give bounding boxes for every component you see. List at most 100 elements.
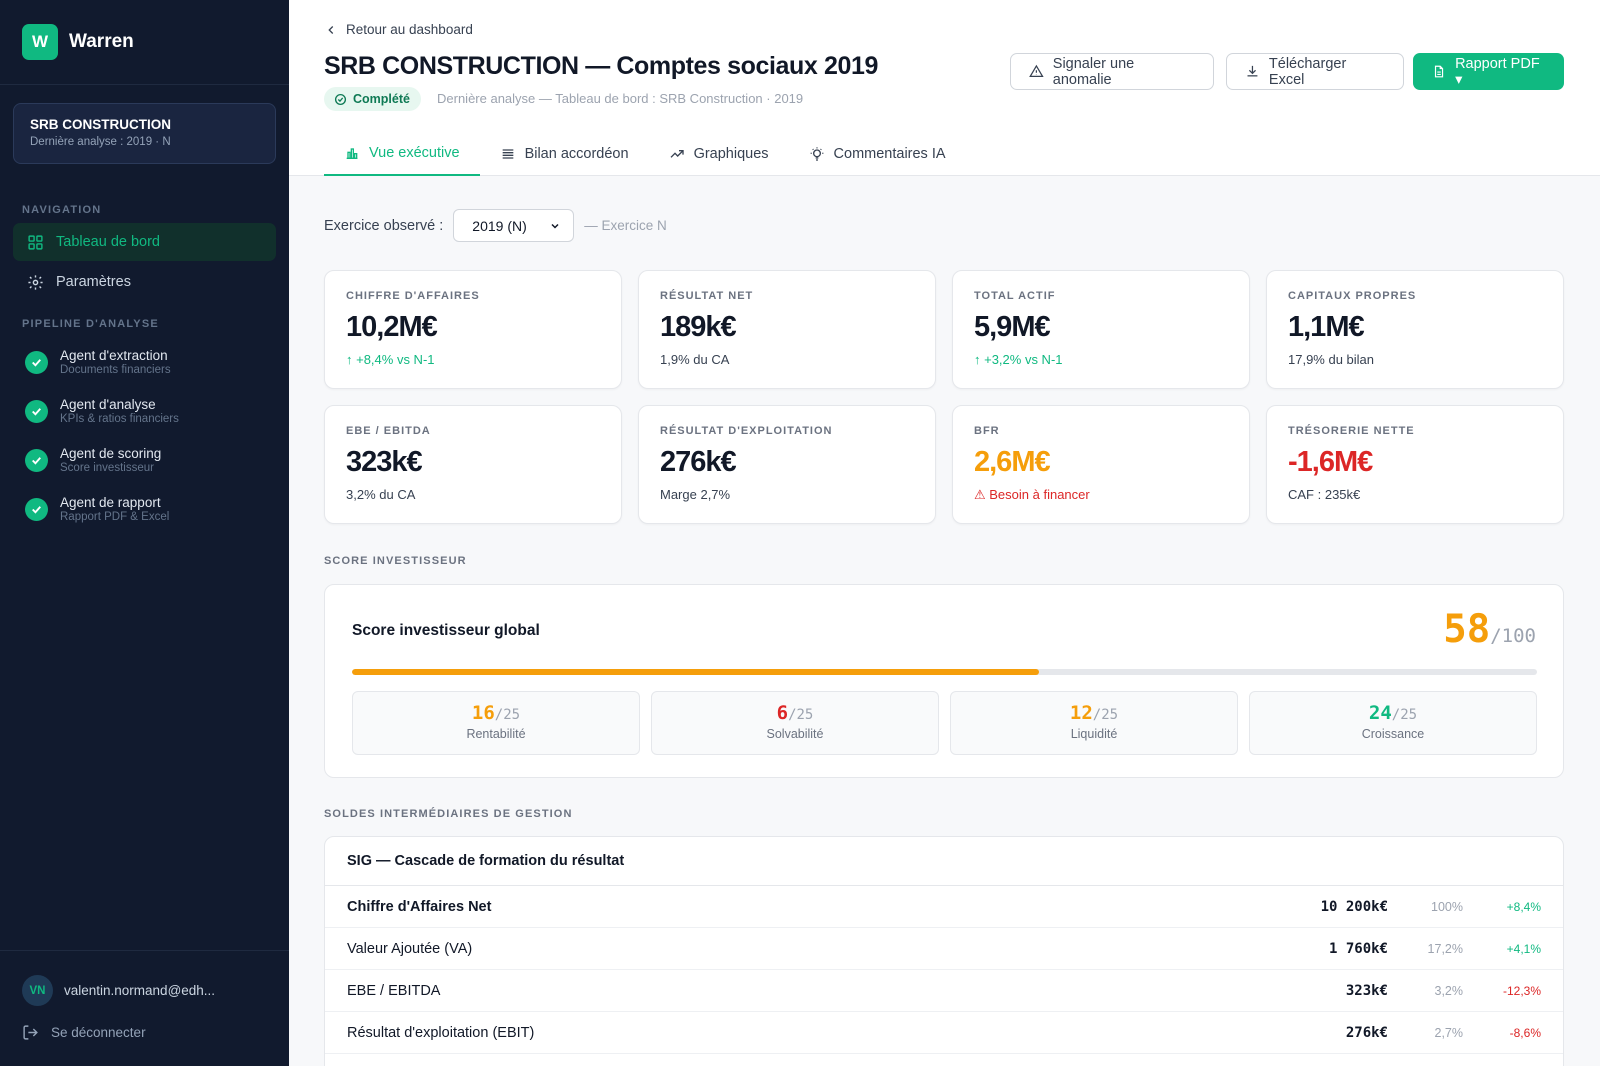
pipeline-step-sub: KPIs & ratios financiers	[60, 413, 179, 425]
pipeline-step-scoring: Agent de scoring Score investisseur	[25, 446, 161, 474]
document-icon	[1434, 65, 1444, 78]
kpi-label: TRÉSORERIE NETTE	[1288, 425, 1415, 437]
avatar: VN	[22, 975, 53, 1006]
kpi-value: 323k€	[346, 446, 423, 478]
sub-score-growth: 24/25 Croissance	[1249, 691, 1537, 755]
company-card[interactable]: SRB CONSTRUCTION Dernière analyse : 2019…	[13, 103, 276, 164]
pipeline-step-title: Agent d'analyse	[60, 397, 156, 412]
score-value: 58	[1443, 607, 1491, 652]
logout-icon	[23, 1025, 38, 1040]
sig-table: SIG — Cascade de formation du résultat C…	[324, 836, 1564, 1066]
exercise-select[interactable]: 2019 (N)	[453, 209, 575, 242]
table-row[interactable]: Chiffre d'Affaires Net 10 200k€ 100% +8,…	[325, 886, 1563, 928]
status-badge: Complété	[324, 87, 421, 111]
pipeline-step-analysis: Agent d'analyse KPIs & ratios financiers	[25, 397, 179, 425]
check-icon	[25, 497, 48, 521]
table-row[interactable]: Résultat d'exploitation (EBIT) 276k€ 2,7…	[325, 1012, 1563, 1054]
sig-row-value: 323k€	[1345, 982, 1388, 999]
kpi-label: CAPITAUX PROPRES	[1288, 290, 1417, 302]
kpi-sub: ↑ +8,4% vs N-1	[346, 352, 435, 367]
tab-executive-view[interactable]: Vue exécutive	[324, 131, 480, 176]
nav-section-label: NAVIGATION	[22, 204, 102, 216]
tab-bar: Vue exécutive Bilan accordéon Graphiques…	[324, 131, 966, 176]
check-icon	[25, 448, 48, 472]
warning-icon	[1029, 64, 1044, 78]
sig-row-pct: 2,7%	[1434, 1025, 1464, 1040]
sub-score-name: Liquidité	[1070, 727, 1118, 741]
sig-row-pct: 17,2%	[1427, 941, 1463, 956]
pdf-report-button[interactable]: Rapport PDF ▾	[1413, 53, 1564, 90]
check-icon	[25, 350, 48, 374]
sub-score-solvency: 6/25 Solvabilité	[651, 691, 939, 755]
sub-score-value: 6	[776, 702, 789, 724]
back-link[interactable]: Retour au dashboard	[324, 22, 473, 37]
kpi-card-operating-income: RÉSULTAT D'EXPLOITATION 276k€ Marge 2,7%	[638, 405, 936, 524]
pdf-report-label: Rapport PDF ▾	[1455, 55, 1540, 88]
sub-score-value: 24	[1368, 702, 1392, 724]
status-label: Complété	[353, 92, 410, 106]
page-header: Retour au dashboard SRB CONSTRUCTION — C…	[289, 0, 1600, 176]
sig-row-variation: -8,6%	[1509, 1025, 1541, 1040]
lightbulb-icon	[810, 146, 823, 161]
sidebar-item-dashboard[interactable]: Tableau de bord	[13, 223, 276, 261]
pipeline-step-extraction: Agent d'extraction Documents financiers	[25, 348, 171, 376]
tab-charts[interactable]: Graphiques	[649, 131, 789, 176]
sidebar-item-label: Tableau de bord	[56, 234, 160, 250]
gear-icon	[28, 274, 43, 290]
sig-row-label: EBE / EBITDA	[347, 982, 441, 999]
sig-row-variation: +8,4%	[1506, 899, 1541, 914]
download-excel-button[interactable]: Télécharger Excel	[1226, 53, 1404, 90]
sidebar-item-settings[interactable]: Paramètres	[13, 263, 276, 301]
company-name: SRB CONSTRUCTION	[30, 117, 171, 132]
main-content: Retour au dashboard SRB CONSTRUCTION — C…	[289, 0, 1600, 1066]
kpi-value: 276k€	[660, 446, 737, 478]
back-link-label: Retour au dashboard	[346, 22, 473, 37]
kpi-card-net-income: RÉSULTAT NET 189k€ 1,9% du CA	[638, 270, 936, 389]
sig-row-label: Résultat d'exploitation (EBIT)	[347, 1024, 535, 1041]
pipeline-step-title: Agent de rapport	[60, 495, 161, 510]
sub-score-max: /25	[1391, 707, 1418, 723]
sig-row-value: 10 200k€	[1320, 898, 1388, 915]
pipeline-step-report: Agent de rapport Rapport PDF & Excel	[25, 495, 169, 523]
chevron-down-icon	[551, 223, 559, 229]
kpi-sub: Marge 2,7%	[660, 487, 731, 502]
pipeline-step-sub: Rapport PDF & Excel	[60, 511, 170, 523]
pipeline-step-title: Agent d'extraction	[60, 348, 168, 363]
download-excel-label: Télécharger Excel	[1268, 55, 1347, 88]
kpi-label: RÉSULTAT NET	[660, 290, 754, 302]
sub-score-max: /25	[494, 707, 521, 723]
tab-ai-comments[interactable]: Commentaires IA	[789, 131, 966, 176]
sig-row-label: Chiffre d'Affaires Net	[347, 898, 492, 915]
tab-balance-accordion[interactable]: Bilan accordéon	[480, 131, 649, 176]
sig-title: SIG — Cascade de formation du résultat	[325, 837, 1563, 886]
kpi-label: RÉSULTAT D'EXPLOITATION	[660, 425, 833, 437]
table-row[interactable]: EBE / EBITDA 323k€ 3,2% -12,3%	[325, 970, 1563, 1012]
user-email: valentin.normand@edh...	[64, 983, 216, 998]
kpi-label: EBE / EBITDA	[346, 425, 431, 437]
report-anomaly-button[interactable]: Signaler une anomalie	[1010, 53, 1214, 90]
sub-score-name: Rentabilité	[466, 727, 526, 741]
sig-row-variation: +4,1%	[1506, 941, 1541, 956]
logout-label: Se déconnecter	[51, 1025, 146, 1040]
trend-icon	[670, 149, 684, 158]
score-progress-fill	[352, 669, 1040, 675]
table-row[interactable]: Valeur Ajoutée (VA) 1 760k€ 17,2% +4,1%	[325, 928, 1563, 970]
kpi-card-revenue: CHIFFRE D'AFFAIRES 10,2M€ ↑ +8,4% vs N-1	[324, 270, 622, 389]
kpi-sub: ⚠ Besoin à financer	[974, 487, 1090, 502]
kpi-sub: 3,2% du CA	[346, 487, 416, 502]
tab-label: Commentaires IA	[833, 145, 946, 162]
download-icon	[1247, 65, 1258, 77]
pipeline-section-label: PIPELINE D'ANALYSE	[22, 318, 159, 330]
user-profile[interactable]: VN valentin.normand@edh...	[22, 975, 215, 1006]
logout-button[interactable]: Se déconnecter	[22, 1024, 146, 1041]
brand-logo: W	[22, 24, 58, 60]
chevron-left-icon	[328, 25, 334, 34]
sig-row-label: Valeur Ajoutée (VA)	[347, 940, 473, 957]
score-global: 58 /100	[1443, 607, 1536, 652]
sig-section-label: SOLDES INTERMÉDIAIRES DE GESTION	[324, 808, 573, 820]
exercise-selector-row: Exercice observé : 2019 (N) — Exercice N	[324, 209, 667, 242]
sub-score-liquidity: 12/25 Liquidité	[950, 691, 1238, 755]
kpi-card-net-cash: TRÉSORERIE NETTE -1,6M€ CAF : 235k€	[1266, 405, 1564, 524]
sig-row-pct: 100%	[1431, 899, 1463, 914]
tab-label: Vue exécutive	[369, 144, 460, 161]
